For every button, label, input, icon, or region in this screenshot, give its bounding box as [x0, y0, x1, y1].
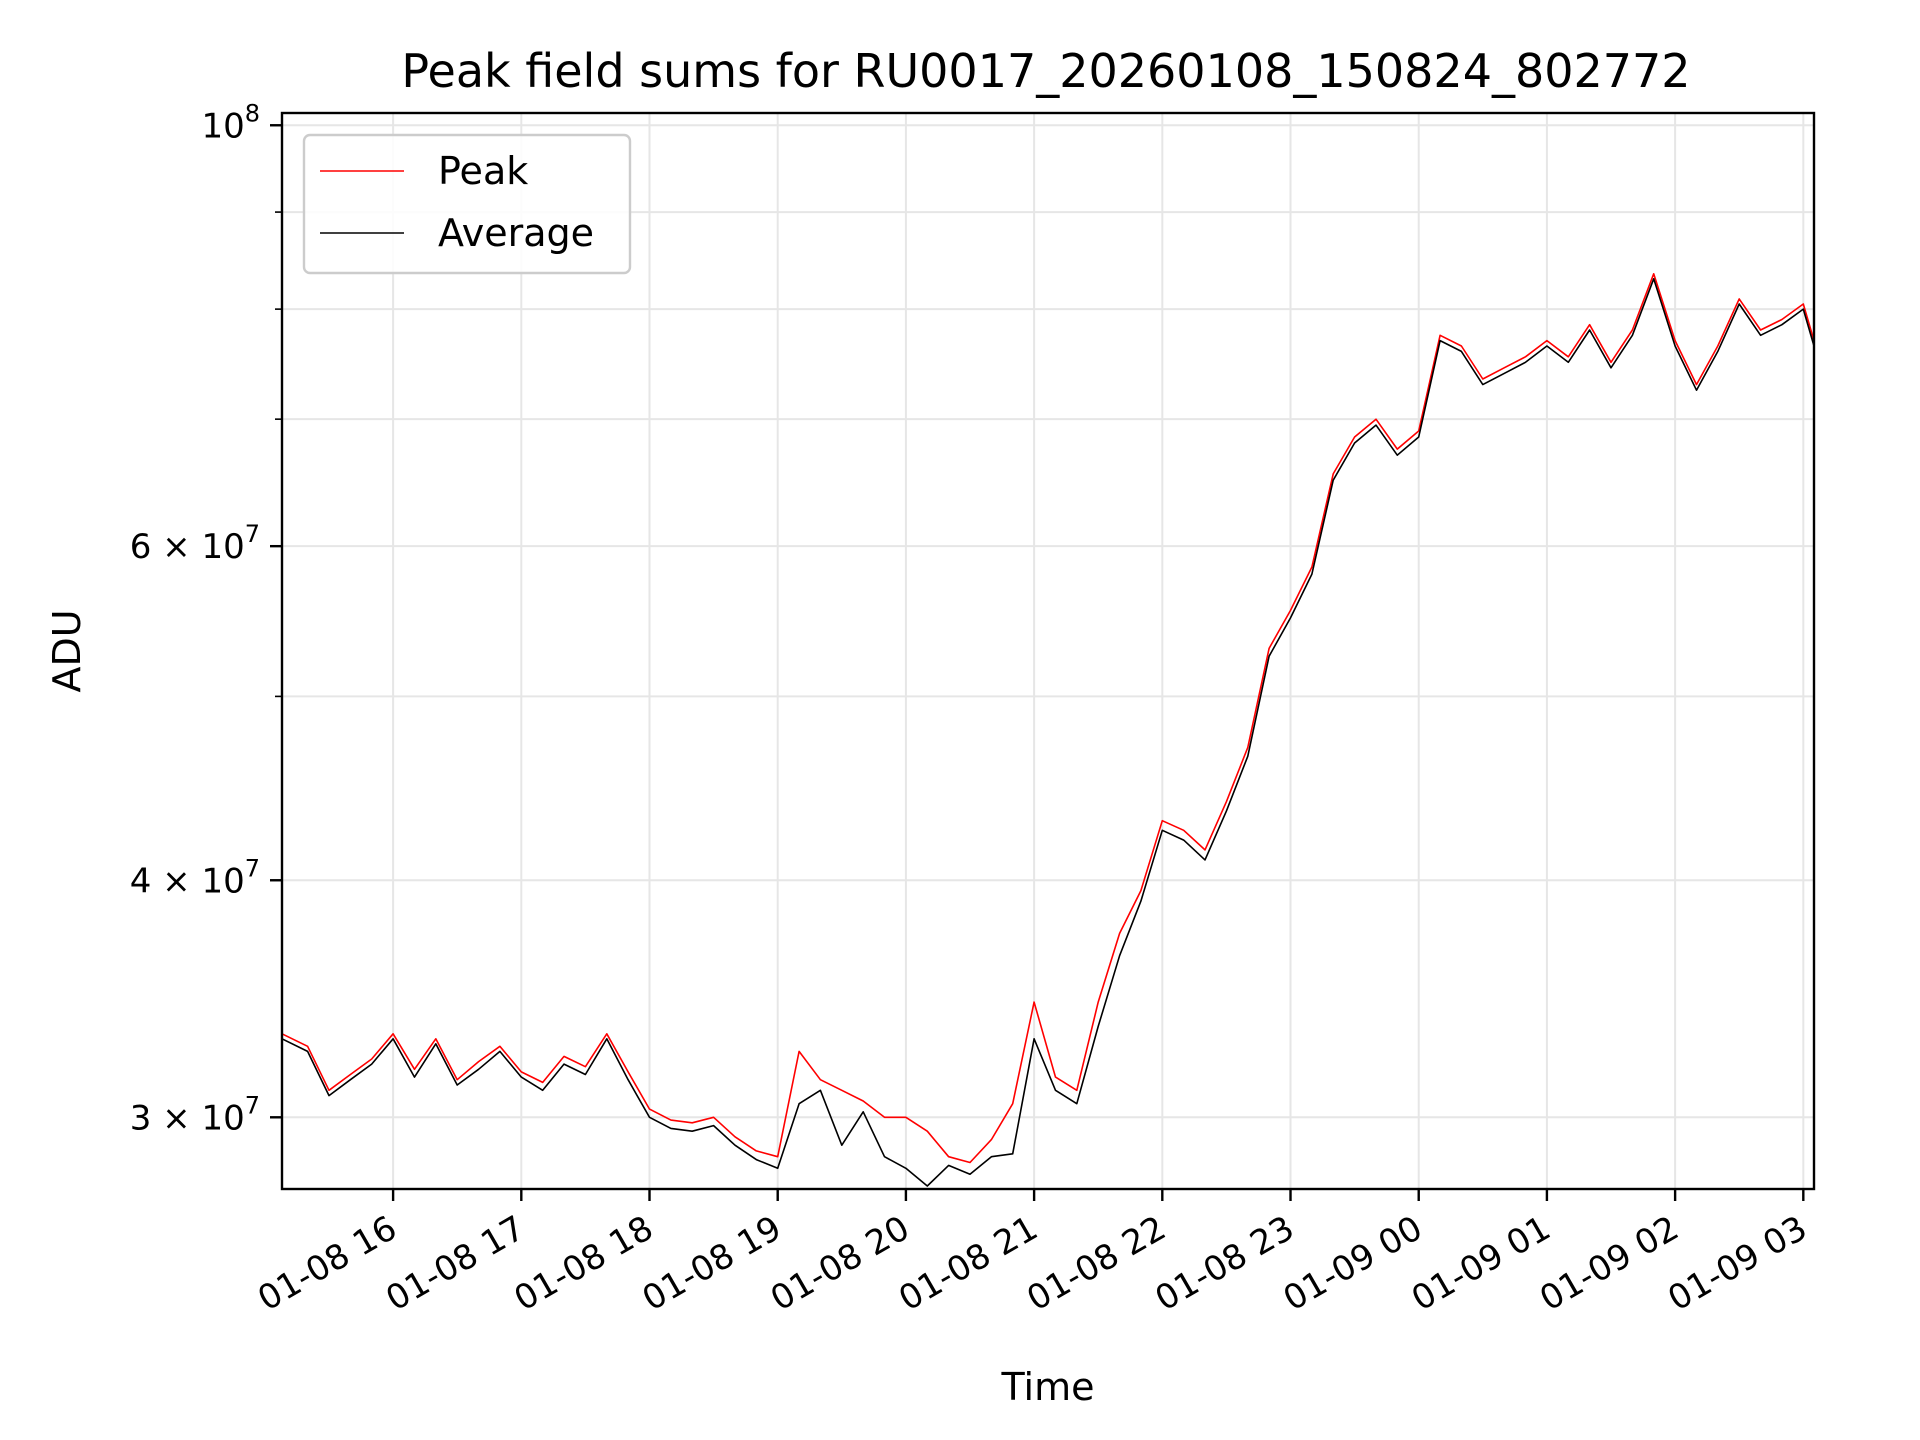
legend-entry-average: Average	[438, 211, 594, 255]
x-tick-label: 01-08 18	[508, 1208, 660, 1319]
x-tick-label: 01-08 19	[636, 1208, 788, 1319]
series-line-peak	[281, 272, 1815, 1164]
x-tick-label: 01-09 02	[1533, 1208, 1685, 1319]
legend: Peak Average	[302, 133, 632, 275]
y-axis: 3 × 107 4 × 107 6 × 107 108	[130, 99, 282, 1138]
axes-frame	[280, 111, 1816, 1191]
x-tick-label: 01-08 23	[1149, 1208, 1301, 1319]
y-tick-label: 3 × 107	[130, 1091, 260, 1138]
x-tick-label: 01-08 17	[379, 1208, 531, 1319]
y-tick-label: 6 × 107	[130, 520, 260, 567]
x-tick-label: 01-09 00	[1277, 1208, 1429, 1319]
x-tick-label: 01-08 21	[892, 1208, 1044, 1319]
legend-box	[302, 133, 632, 275]
grid	[282, 113, 1814, 1189]
y-tick-label: 4 × 107	[130, 854, 260, 901]
legend-entry-peak: Peak	[438, 149, 528, 193]
plot-area	[281, 272, 1815, 1187]
x-tick-label: 01-09 03	[1661, 1208, 1813, 1319]
y-axis-label: ADU	[45, 609, 89, 692]
x-tick-label: 01-08 16	[251, 1208, 403, 1319]
x-tick-label: 01-09 01	[1405, 1208, 1557, 1319]
x-tick-label: 01-08 20	[764, 1208, 916, 1319]
x-tick-label: 01-08 22	[1020, 1208, 1172, 1319]
chart-title: Peak field sums for RU0017_20260108_1508…	[401, 44, 1690, 98]
y-tick-label: 108	[201, 99, 260, 146]
series-line-average	[281, 277, 1815, 1187]
x-axis-label: Time	[1001, 1365, 1095, 1409]
